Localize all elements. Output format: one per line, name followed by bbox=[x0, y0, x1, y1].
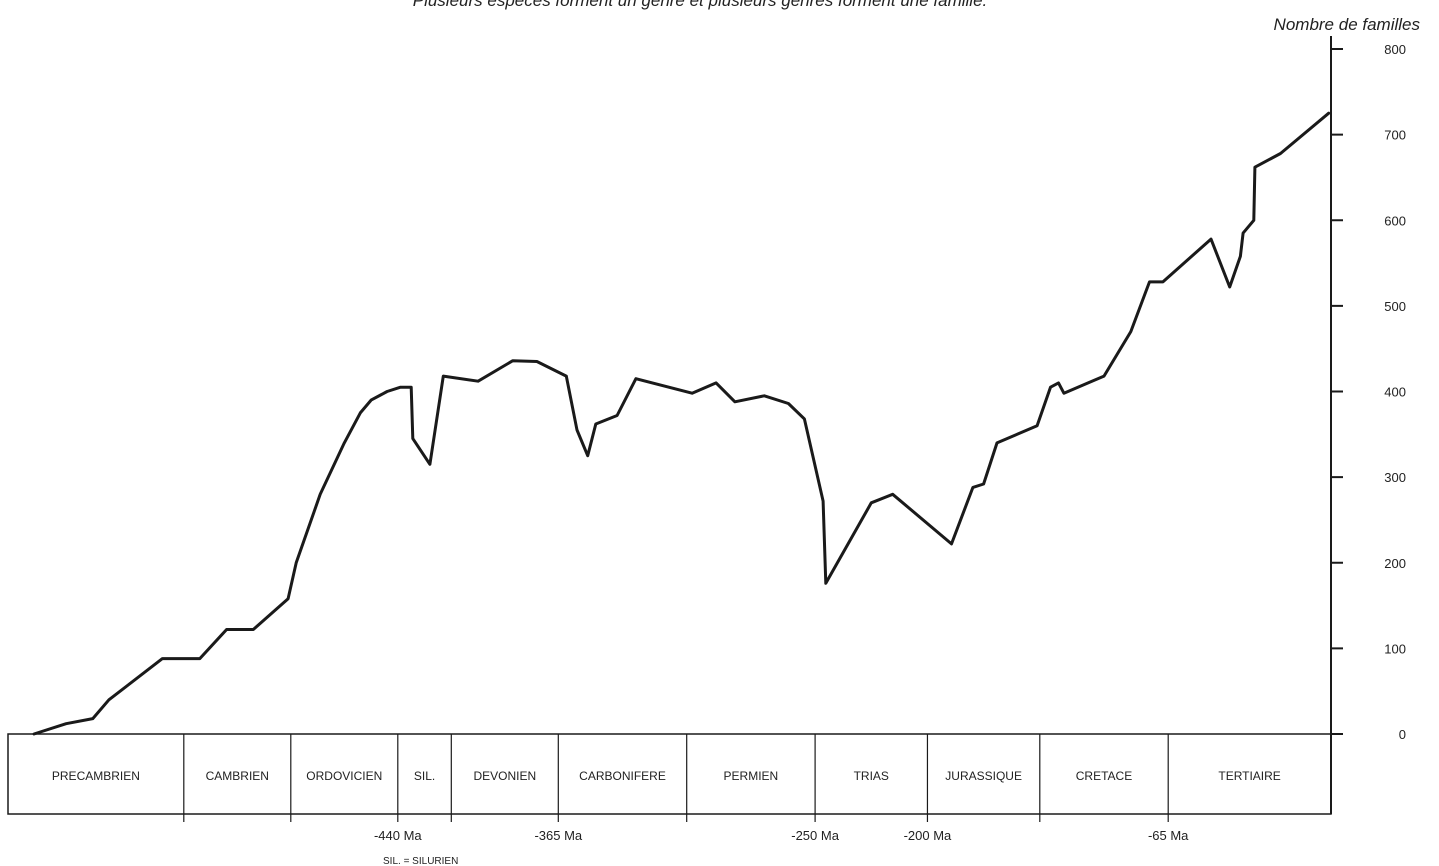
y-tick-label: 200 bbox=[1384, 556, 1406, 571]
y-axis: 0 100 200 300 400 500 600 700 800 bbox=[1330, 36, 1406, 814]
y-tick-label: 700 bbox=[1384, 128, 1406, 143]
period-label: PRECAMBRIEN bbox=[52, 769, 140, 783]
period-band: PRECAMBRIEN CAMBRIEN ORDOVICIEN SIL. DEVONIE… bbox=[7, 733, 1332, 822]
silurian-note: SIL. = SILURIEN bbox=[383, 856, 458, 866]
y-tick-label: 0 bbox=[1399, 727, 1406, 742]
x-axis-labels: -440 Ma -365 Ma -250 Ma -200 Ma -65 Ma bbox=[374, 828, 1189, 843]
x-tick-label: -440 Ma bbox=[374, 828, 422, 843]
y-tick-label: 100 bbox=[1384, 641, 1406, 656]
y-tick-label: 500 bbox=[1384, 299, 1406, 314]
period-band-frame bbox=[7, 733, 1332, 815]
y-tick-label: 300 bbox=[1384, 470, 1406, 485]
x-tick-label: -250 Ma bbox=[791, 828, 839, 843]
period-label: ORDOVICIEN bbox=[306, 769, 382, 783]
period-label: CRETACE bbox=[1076, 769, 1132, 783]
series-line bbox=[32, 111, 1331, 736]
period-label: TERTIAIRE bbox=[1218, 769, 1280, 783]
period-label: PERMIEN bbox=[724, 769, 779, 783]
y-tick-label: 800 bbox=[1384, 42, 1406, 57]
period-label: DEVONIEN bbox=[473, 769, 536, 783]
chart-caption: Plusieurs espèces forment un genre et pl… bbox=[413, 0, 988, 10]
x-tick-label: -65 Ma bbox=[1148, 828, 1189, 843]
x-tick-label: -365 Ma bbox=[534, 828, 582, 843]
period-label: CAMBRIEN bbox=[206, 769, 269, 783]
period-label: CARBONIFERE bbox=[579, 769, 666, 783]
period-label: TRIAS bbox=[854, 769, 889, 783]
y-tick-label: 600 bbox=[1384, 213, 1406, 228]
y-axis-label: Nombre de familles bbox=[1274, 15, 1421, 34]
period-label: SIL. bbox=[414, 769, 435, 783]
y-tick-label: 400 bbox=[1384, 385, 1406, 400]
period-label: JURASSIQUE bbox=[945, 769, 1022, 783]
series-group bbox=[32, 111, 1331, 736]
x-tick-label: -200 Ma bbox=[904, 828, 952, 843]
